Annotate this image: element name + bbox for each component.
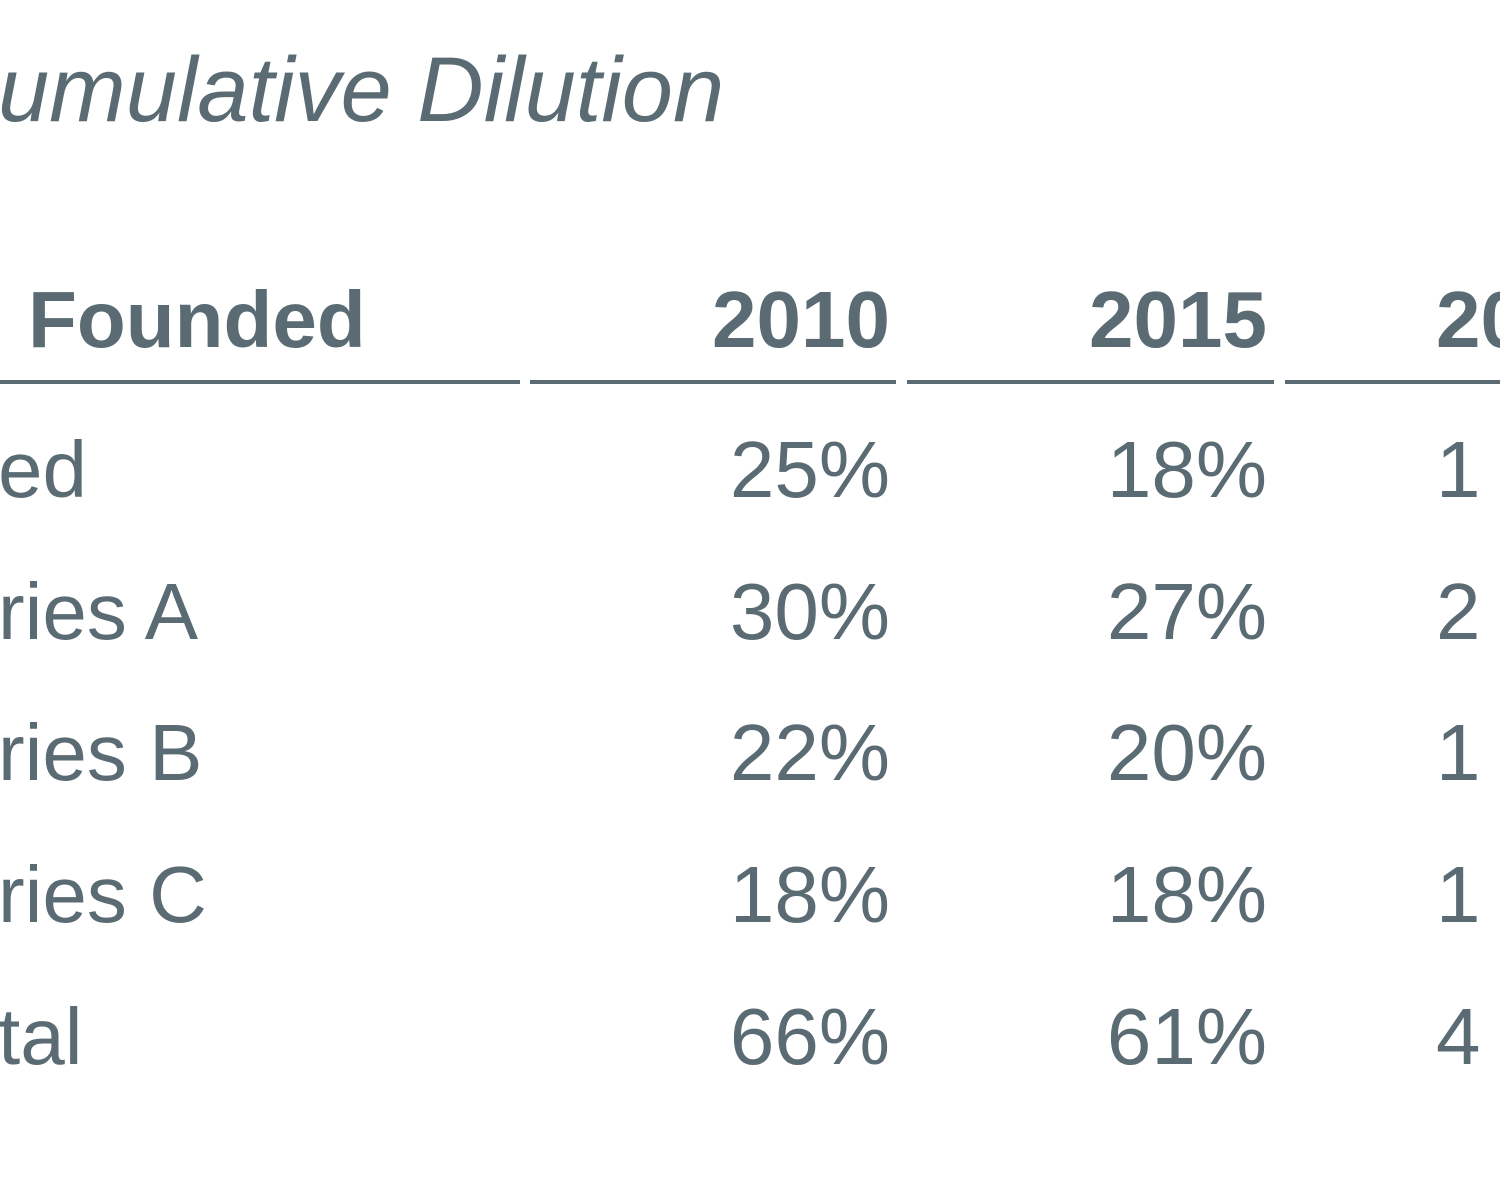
header-rule	[907, 380, 1274, 384]
table-cell: 30%	[729, 567, 890, 656]
header-rule	[0, 380, 520, 384]
table-cell: 1	[1436, 425, 1481, 514]
row-label: ed	[0, 425, 87, 514]
table-cell: 18%	[729, 850, 890, 939]
row-label: ries B	[0, 708, 203, 797]
table-title: umulative Dilution	[0, 39, 725, 141]
table-cell: 27%	[1106, 567, 1267, 656]
table-cell: 18%	[1106, 850, 1267, 939]
header-rule	[1285, 380, 1500, 384]
table-cell: 1	[1436, 708, 1481, 797]
column-header: 20	[1436, 275, 1500, 364]
table-cell: 2	[1436, 567, 1481, 656]
table-cell: 66%	[729, 992, 890, 1081]
row-label: ries A	[0, 567, 199, 656]
table-cell: 25%	[729, 425, 890, 514]
row-label: tal	[0, 992, 83, 1081]
table-cell: 61%	[1106, 992, 1267, 1081]
table-cell: 4	[1436, 992, 1481, 1081]
row-label: ries C	[0, 850, 207, 939]
column-header: 2015	[1089, 275, 1267, 364]
table-cell: 1	[1436, 850, 1481, 939]
table-cell: 20%	[1106, 708, 1267, 797]
table-cell: 18%	[1106, 425, 1267, 514]
column-header: Founded	[28, 275, 366, 364]
header-rule	[530, 380, 896, 384]
table-cell: 22%	[729, 708, 890, 797]
column-header: 2010	[712, 275, 890, 364]
